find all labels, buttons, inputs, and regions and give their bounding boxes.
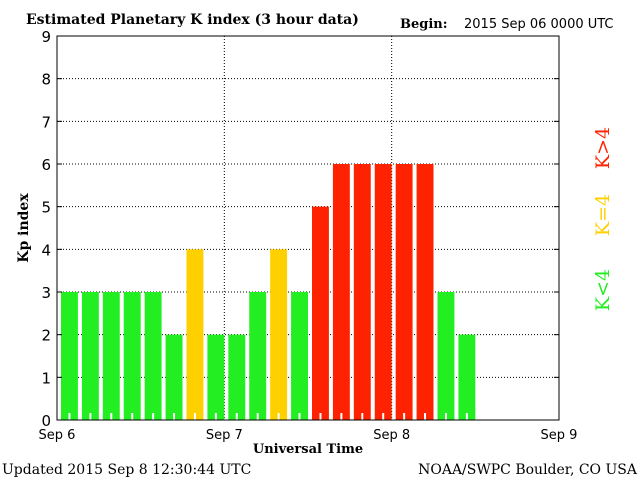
legend-green-label: K<4 [592,269,614,311]
kp-bar [186,249,204,420]
kp-bar-notch [277,413,280,420]
y-axis-label: Kp index [16,193,32,263]
y-tick-label: 1 [41,369,51,387]
y-tick-label: 0 [41,412,51,430]
kp-bar [165,334,183,420]
kp-bar [249,292,267,420]
kp-bar [395,164,413,420]
y-tick-label: 3 [41,284,51,302]
kp-bar-notch [319,413,322,420]
kp-bar [123,292,141,420]
plot-area: 0 1 2 3 4 5 6 7 8 9 Sep 6 Sep 7 Sep 8 Sep 9 [39,28,578,443]
kp-bar-notch [424,413,427,420]
legend-yellow-label: K=4 [592,194,614,236]
x-axis-label: Universal Time [253,442,363,457]
kp-bar-notch [382,413,385,420]
legend-red-label: K>4 [592,127,614,169]
kp-bar-notch [465,413,468,420]
x-axis-ticks: Sep 6 Sep 7 Sep 8 Sep 9 [39,428,578,443]
x-tick-label: Sep 8 [373,428,410,443]
kp-bar [374,164,392,420]
begin-value: 2015 Sep 06 0000 UTC [464,17,614,32]
kp-bar-notch [214,413,217,420]
source-credit: NOAA/SWPC Boulder, CO USA [418,462,638,478]
y-tick-label: 9 [41,28,51,46]
kp-bar [416,164,434,420]
bar-series [61,164,476,420]
kp-bar [353,164,371,420]
kp-bar-notch [193,413,196,420]
kp-bar [437,292,455,420]
chart-title: Estimated Planetary K index (3 hour data… [26,12,359,28]
kp-bar-notch [173,413,176,420]
y-tick-label: 8 [41,71,51,89]
begin-label: Begin: [400,17,448,32]
kp-bar [291,292,308,420]
y-tick-label: 4 [41,241,51,259]
kp-bar-notch [403,413,406,420]
kp-bar [102,292,120,420]
updated-timestamp: Updated 2015 Sep 8 12:30:44 UTC [2,462,251,478]
kp-bar-notch [361,413,364,420]
kp-bar [144,292,162,420]
kp-bar-notch [256,413,259,420]
kp-bar-notch [68,413,71,420]
kp-bar-notch [152,413,155,420]
x-tick-label: Sep 9 [541,428,578,443]
kp-bar [81,292,99,420]
y-tick-label: 2 [41,327,51,345]
kp-bar [458,334,476,420]
kp-bar-notch [110,413,113,420]
y-tick-label: 7 [41,113,51,131]
y-axis-ticks: 0 1 2 3 4 5 6 7 8 9 [41,28,559,430]
kp-bar-notch [340,413,343,420]
kp-bar [332,164,350,420]
kp-bar-notch [131,413,134,420]
kp-bar [228,334,246,420]
y-tick-label: 6 [41,156,51,174]
kp-bar [61,292,78,420]
x-tick-label: Sep 6 [39,428,76,443]
kp-bar [270,249,288,420]
kp-bar [207,334,225,420]
kp-bar-notch [89,413,92,420]
kp-bar-notch [298,413,301,420]
plot-frame [56,35,560,421]
x-tick-label: Sep 7 [206,428,243,443]
kp-bar-notch [235,413,238,420]
y-tick-label: 5 [41,199,51,217]
kp-bar [312,206,329,420]
kp-bar-notch [444,413,447,420]
